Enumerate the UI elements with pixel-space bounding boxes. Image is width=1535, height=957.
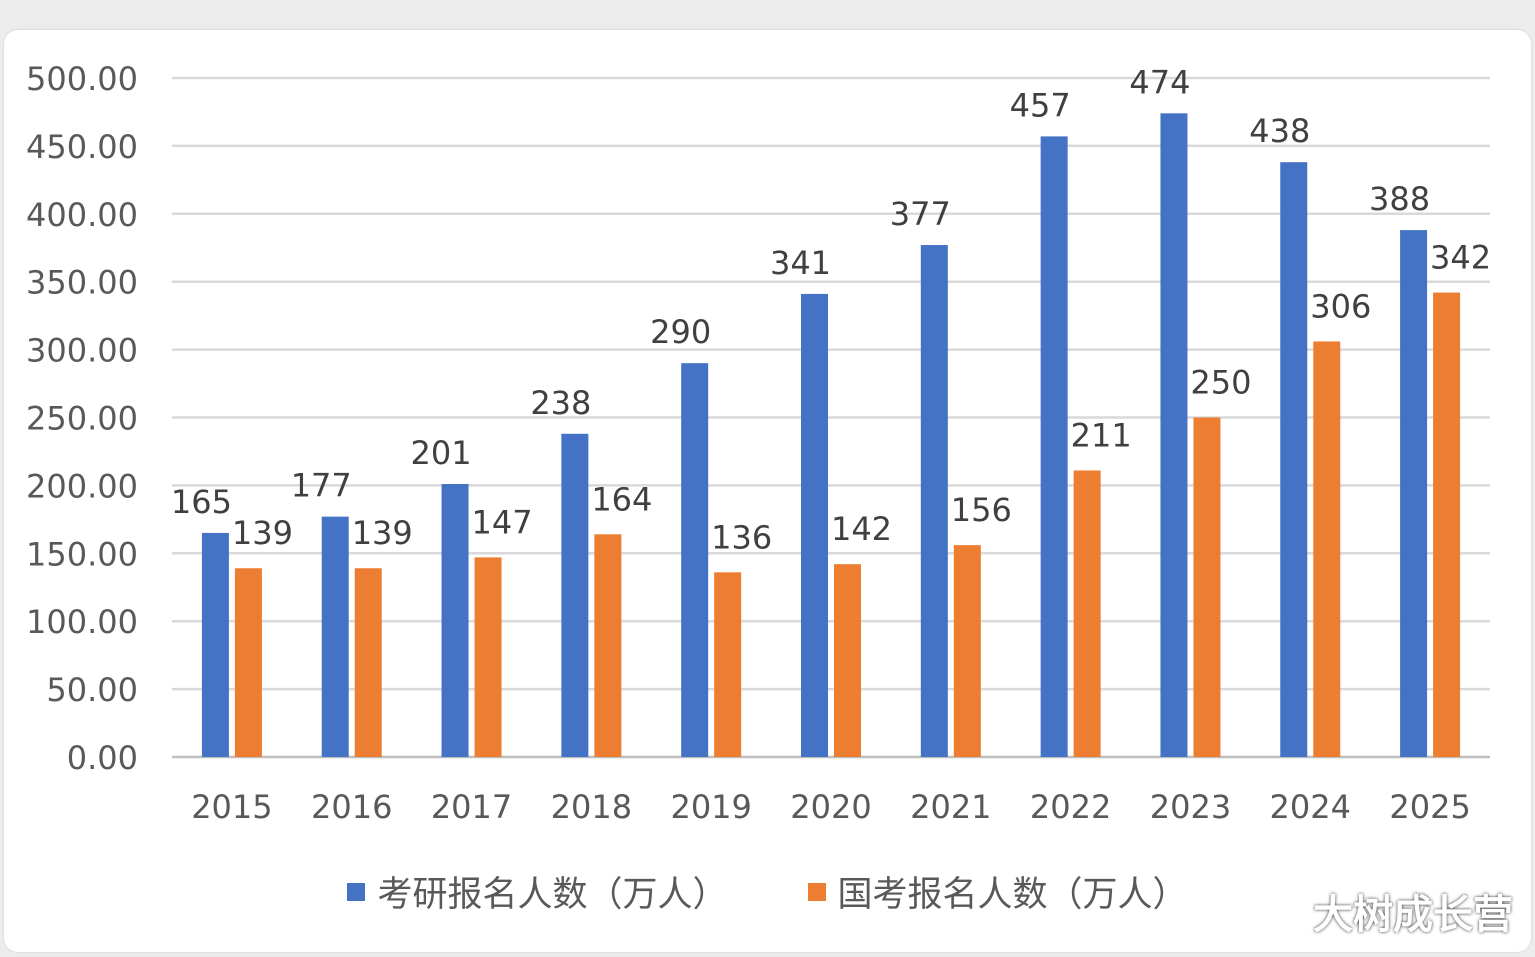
data-label-series-2: 156: [951, 491, 1012, 529]
x-tick-label: 2019: [670, 788, 751, 826]
y-tick-label: 400.00: [26, 196, 138, 234]
data-label-series-2: 147: [472, 503, 533, 541]
data-label-series-1: 201: [411, 434, 472, 472]
bar-series-1: [920, 245, 948, 757]
data-label-series-1: 165: [171, 483, 232, 521]
gridlines: [172, 76, 1490, 759]
data-label-series-2: 306: [1310, 287, 1371, 325]
y-tick-label: 100.00: [26, 603, 138, 641]
legend-item-series-2: 国考报名人数（万人）: [807, 866, 1188, 917]
bar-series-1: [561, 433, 589, 757]
y-axis-ticks: 0.00 50.00 100.00 150.00 200.00 250.00 300.00 3…: [26, 60, 138, 777]
y-tick-label: 200.00: [26, 467, 138, 505]
data-label-series-2: 342: [1430, 239, 1491, 277]
x-axis-ticks: 2015 2016 2017 2018 2019 2020 2021 2022 2023 2024…: [191, 788, 1471, 826]
x-tick-label: 2025: [1389, 788, 1470, 826]
y-tick-label: 250.00: [26, 400, 138, 438]
x-tick-label: 2023: [1150, 788, 1231, 826]
legend-item-series-1: 考研报名人数（万人）: [347, 866, 728, 917]
bar-series-2: [1313, 341, 1341, 757]
x-tick-label: 2021: [910, 788, 991, 826]
bar-series-1: [1400, 230, 1428, 757]
bar-series-2: [594, 534, 622, 757]
bar-series-1: [1280, 162, 1308, 758]
chart-card: [4, 30, 1531, 952]
x-tick-label: 2020: [790, 788, 871, 826]
data-label-series-2: 139: [352, 514, 413, 552]
data-label-series-1: 474: [1129, 63, 1190, 101]
bar-series-2: [234, 568, 262, 757]
data-label-series-2: 139: [232, 514, 293, 552]
data-label-series-1: 177: [291, 467, 352, 505]
data-label-series-1: 438: [1249, 112, 1310, 150]
bar-series-1: [1160, 113, 1188, 758]
bar-series-2: [1193, 417, 1221, 757]
bar-series-2: [834, 564, 861, 757]
bar-series-2: [714, 572, 742, 757]
bar-series-1: [321, 516, 349, 757]
bar-series-1: [441, 484, 469, 757]
bar-series-2: [953, 545, 981, 757]
y-tick-label: 500.00: [26, 60, 138, 98]
legend-label-series-1: 考研报名人数（万人）: [377, 875, 728, 915]
legend: 考研报名人数（万人） 国考报名人数（万人）: [0, 866, 1535, 917]
data-label-series-1: 290: [650, 313, 711, 351]
bars: [201, 113, 1461, 758]
bar-series-2: [354, 568, 382, 757]
bar-series-1: [201, 532, 229, 757]
data-label-series-2: 136: [711, 518, 772, 556]
data-label-series-1: 377: [890, 195, 951, 233]
data-label-series-2: 250: [1190, 364, 1251, 402]
data-label-series-1: 457: [1010, 86, 1071, 124]
bar-series-2: [1433, 292, 1461, 757]
x-tick-label: 2018: [551, 788, 632, 826]
legend-swatch-series-1: [347, 882, 366, 901]
data-label-series-2: 211: [1071, 416, 1132, 454]
legend-label-series-2: 国考报名人数（万人）: [837, 875, 1188, 915]
x-tick-label: 2015: [191, 788, 272, 826]
y-tick-label: 300.00: [26, 332, 138, 370]
bar-series-2: [1073, 470, 1101, 757]
data-labels: 1651391771392011472381642901363411423771…: [171, 63, 1491, 556]
data-label-series-1: 238: [530, 384, 591, 422]
legend-swatch-series-2: [807, 882, 826, 901]
bar-series-1: [681, 363, 709, 757]
bar-series-1: [801, 293, 828, 757]
data-label-series-1: 388: [1369, 180, 1430, 218]
data-label-series-1: 341: [770, 244, 831, 282]
x-tick-label: 2024: [1270, 788, 1351, 826]
data-label-series-2: 142: [831, 510, 892, 548]
watermark: 大树成长营: [1313, 892, 1513, 938]
x-tick-label: 2022: [1030, 788, 1111, 826]
y-tick-label: 450.00: [26, 128, 138, 166]
bar-series-1: [1040, 136, 1068, 758]
data-label-series-2: 164: [591, 480, 652, 518]
x-tick-label: 2016: [311, 788, 392, 826]
y-tick-label: 350.00: [26, 264, 138, 302]
y-tick-label: 150.00: [26, 535, 138, 573]
y-tick-label: 50.00: [46, 671, 138, 709]
x-tick-label: 2017: [431, 788, 512, 826]
bar-series-2: [474, 557, 502, 757]
y-tick-label: 0.00: [67, 739, 138, 777]
